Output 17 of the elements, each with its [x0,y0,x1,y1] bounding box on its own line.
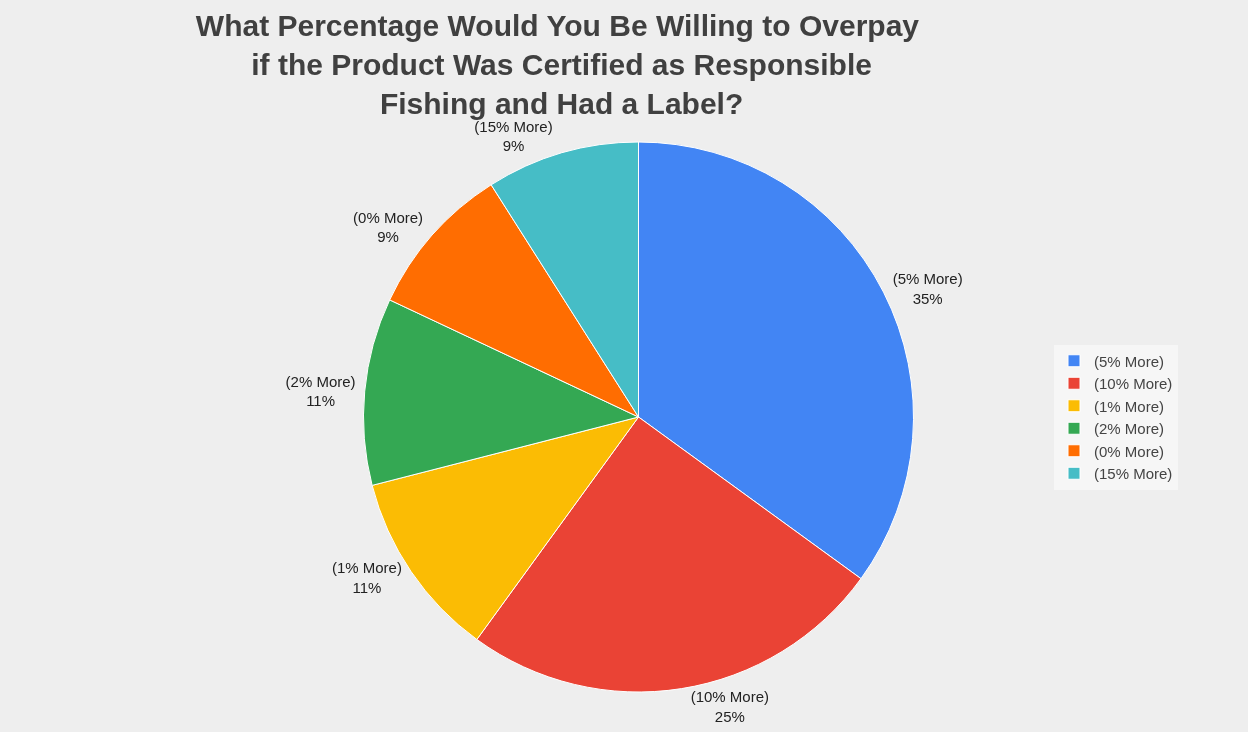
data-label: 25% [714,707,745,725]
slice-label: (1% More) [331,559,402,577]
legend-label: (5% More) [1094,352,1165,370]
data-label: 11% [306,392,336,410]
data-label: 9% [502,137,525,155]
legend-label: (10% More) [1094,375,1173,393]
legend-label: (2% More) [1094,420,1165,438]
legend-label: (15% More) [1094,465,1173,483]
slice-label: (0% More) [353,208,424,226]
legend-label: (1% More) [1094,397,1165,415]
slice-label: (10% More) [690,688,769,706]
data-label: 35% [912,289,943,307]
legend-label: (0% More) [1094,442,1165,460]
slice-label: (2% More) [285,372,356,390]
data-label: 11% [352,578,382,596]
data-label: 9% [377,228,399,246]
slice-label: (5% More) [892,270,963,288]
